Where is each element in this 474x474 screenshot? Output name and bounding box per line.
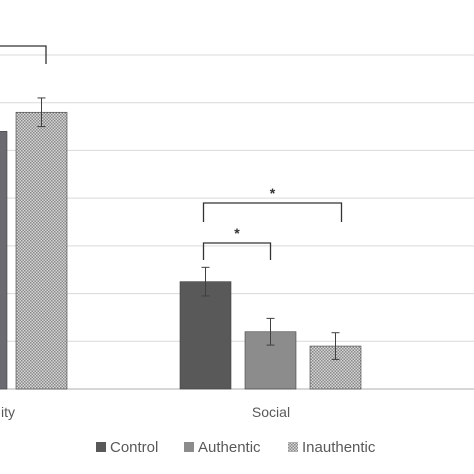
error-bar-control-social <box>201 266 210 297</box>
category-label-social: Social <box>252 404 290 420</box>
significance-brackets: ** <box>0 45 343 260</box>
significance-bracket-0: * <box>202 225 272 260</box>
legend: Control Authentic Inauthentic <box>96 439 376 456</box>
significance-bracket-1: * <box>202 185 343 222</box>
error-bar-inauthentic-social <box>331 332 340 360</box>
error-bars <box>37 97 340 360</box>
legend-item-inauthentic: Inauthentic <box>288 439 376 456</box>
significance-label-1: * <box>270 185 276 201</box>
bar-control-ity <box>0 131 8 390</box>
legend-swatch <box>96 442 106 452</box>
significance-bracket-partial <box>0 45 47 64</box>
legend-label: Inauthentic <box>302 439 376 456</box>
legend-item-control: Control <box>96 439 158 456</box>
error-bar-authentic-social <box>266 317 275 346</box>
legend-label: Authentic <box>198 439 261 456</box>
significance-label-0: * <box>234 225 240 241</box>
legend-label: Control <box>110 439 158 456</box>
gridlines <box>0 54 474 390</box>
bar-control-social <box>179 281 232 390</box>
legend-swatch <box>184 442 194 452</box>
legend-item-authentic: Authentic <box>184 439 261 456</box>
category-labels: ity Social <box>1 404 290 420</box>
error-bar-inauthentic-ity <box>37 97 46 128</box>
legend-swatch <box>288 442 298 452</box>
bars <box>0 111 362 390</box>
category-label-ity: ity <box>1 404 15 420</box>
bar-inauthentic-ity <box>15 111 68 390</box>
